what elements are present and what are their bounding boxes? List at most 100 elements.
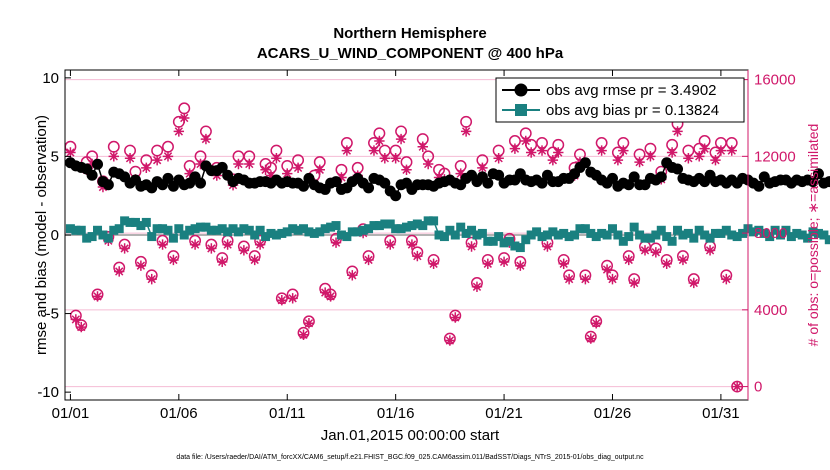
bias-marker — [765, 232, 775, 242]
bias-marker — [504, 236, 514, 246]
obs-assimilated-marker — [460, 126, 472, 137]
rmse-marker — [482, 177, 494, 189]
rmse-marker — [493, 169, 505, 181]
bias-marker — [819, 230, 829, 240]
bias-marker — [206, 225, 216, 235]
bias-marker — [748, 227, 758, 237]
bias-marker — [326, 222, 336, 232]
bias-marker — [678, 230, 688, 240]
bias-marker — [483, 236, 493, 246]
bias-marker — [553, 230, 563, 240]
bias-marker — [803, 233, 813, 243]
bias-marker — [542, 230, 552, 240]
bias-marker — [515, 243, 525, 253]
bias-marker — [147, 232, 157, 242]
bias-marker — [71, 225, 81, 235]
x-tick-label: 01/21 — [485, 405, 523, 422]
obs-assimilated-marker — [715, 145, 727, 156]
rmse-marker — [655, 171, 667, 183]
bias-marker — [336, 230, 346, 240]
obs-assimilated-marker — [553, 147, 564, 158]
bias-marker — [429, 216, 439, 226]
bias-marker — [114, 224, 124, 234]
obs-assimilated-marker — [347, 270, 358, 281]
bias-marker — [141, 217, 151, 227]
bias-marker — [824, 235, 830, 245]
obs-assimilated-marker — [374, 135, 385, 147]
obs-assimilated-marker — [303, 318, 315, 329]
obs-possible-marker — [460, 115, 473, 128]
left-y-tick-label: -5 — [46, 306, 59, 323]
obs-possible-marker — [178, 102, 191, 115]
bias-marker — [602, 230, 612, 240]
bias-marker — [271, 230, 281, 240]
obs-assimilated-marker — [341, 145, 353, 156]
right-y-tick-label: 12000 — [754, 148, 796, 165]
obs-assimilated-marker — [726, 145, 737, 156]
rmse-marker — [102, 179, 114, 191]
bias-marker — [813, 228, 823, 238]
bias-marker — [808, 227, 818, 237]
obs-assimilated-marker — [244, 158, 255, 170]
bias-marker — [700, 230, 710, 240]
obs-possible-marker — [162, 140, 174, 153]
x-tick-label: 01/01 — [52, 405, 90, 422]
x-tick-label: 01/06 — [160, 405, 198, 422]
bias-marker — [255, 225, 265, 235]
obs-assimilated-marker — [385, 239, 396, 250]
left-y-axis-ticks: -10 -5 0 5 10 — [37, 70, 71, 401]
bias-marker — [65, 224, 75, 234]
obs-assimilated-marker — [433, 172, 445, 183]
bias-marker — [223, 227, 233, 237]
bias-marker — [797, 230, 807, 240]
obs-assimilated-marker — [406, 239, 418, 250]
bias-marker — [82, 233, 92, 243]
bias-marker — [521, 235, 531, 245]
bias-marker — [564, 232, 574, 242]
obs-assimilated-marker — [612, 154, 624, 166]
bias-marker — [494, 232, 504, 242]
obs-assimilated-marker — [141, 162, 152, 174]
obs-assimilated-marker — [260, 164, 271, 175]
bias-marker — [87, 232, 97, 242]
bias-marker — [331, 221, 341, 231]
bias-marker — [781, 225, 791, 235]
bias-marker — [369, 221, 379, 231]
bias-marker — [439, 232, 449, 242]
legend: obs avg rmse pr = 3.4902 obs avg bias pr… — [495, 77, 745, 123]
bias-marker — [786, 232, 796, 242]
bias-marker — [402, 222, 411, 232]
bias-marker — [705, 233, 715, 243]
obs-assimilated-marker — [119, 243, 130, 254]
obs-assimilated-marker — [601, 264, 613, 275]
obs-assimilated-marker — [254, 239, 266, 250]
bias-marker — [407, 221, 417, 231]
obs-assimilated-marker — [330, 237, 342, 248]
obs-assimilated-marker — [580, 273, 591, 285]
rmse-marker — [363, 182, 375, 194]
rmse-marker — [330, 176, 342, 188]
bias-marker — [597, 228, 607, 238]
obs-assimilated-marker — [422, 158, 434, 170]
right-y-tick-label: 8000 — [754, 225, 787, 242]
obs-assimilated-marker — [607, 273, 618, 285]
obs-assimilated-marker — [206, 243, 217, 254]
bias-marker — [320, 224, 330, 234]
bias-marker — [450, 230, 460, 240]
bias-marker — [282, 227, 292, 237]
obs-assimilated-marker — [591, 318, 602, 329]
bias-marker — [591, 232, 601, 242]
obs-assimilated-marker — [276, 295, 288, 306]
bias-marker — [158, 224, 168, 234]
obs-assimilated-marker — [444, 335, 456, 346]
rmse-marker — [195, 177, 207, 189]
obs-assimilated-marker — [114, 266, 125, 277]
bias-marker — [163, 225, 173, 235]
bias-marker — [754, 225, 764, 235]
obs-assimilated-marker — [222, 239, 233, 250]
bias-marker — [656, 225, 666, 235]
right-y-tick-label: 0 — [754, 379, 762, 396]
obs-assimilated-marker — [450, 312, 461, 323]
obs-assimilated-marker — [477, 162, 488, 174]
obs-assimilated-marker — [216, 256, 228, 268]
